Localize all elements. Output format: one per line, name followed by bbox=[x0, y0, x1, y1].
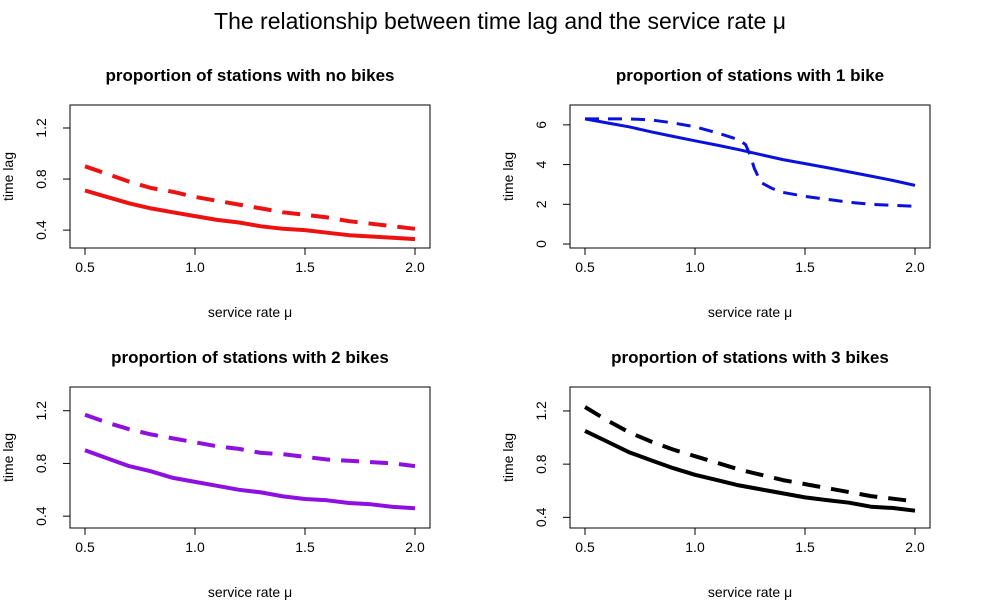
x-tick-label: 2.0 bbox=[905, 259, 925, 275]
panel-2: proportion of stations with 1 bike 0.5 1.0… bbox=[500, 66, 931, 320]
x-tick-label: 1.0 bbox=[185, 539, 205, 555]
plot-frame bbox=[69, 386, 431, 529]
x-tick-label: 1.0 bbox=[685, 539, 705, 555]
panel-title: proportion of stations with 3 bikes bbox=[611, 348, 889, 367]
x-axis-label: service rate μ bbox=[708, 584, 792, 600]
x-tick-label: 1.5 bbox=[295, 259, 315, 275]
y-tick-label: 0.8 bbox=[33, 169, 49, 189]
x-tick-label: 1.5 bbox=[795, 539, 815, 555]
y-tick-label: 6 bbox=[533, 121, 549, 129]
y-tick-label: 2 bbox=[533, 200, 549, 208]
panel-title: proportion of stations with 1 bike bbox=[616, 66, 884, 85]
x-tick-label: 1.0 bbox=[185, 259, 205, 275]
y-tick-label: 0.4 bbox=[33, 220, 49, 240]
y-tick-label: 0.8 bbox=[33, 453, 49, 473]
series-line-solid bbox=[584, 429, 916, 513]
figure-title: The relationship between time lag and th… bbox=[214, 8, 786, 34]
panel-title: proportion of stations with 2 bikes bbox=[111, 348, 389, 367]
series-line-solid bbox=[84, 188, 416, 242]
y-tick-label: 0.8 bbox=[533, 454, 549, 474]
series-line-dashed bbox=[84, 412, 416, 469]
panel-title: proportion of stations with no bikes bbox=[106, 66, 395, 85]
series-line-dashed bbox=[84, 164, 416, 231]
series-line-dashed bbox=[585, 117, 916, 208]
x-tick-label: 2.0 bbox=[905, 539, 925, 555]
panel-1: proportion of stations with no bikes 0.5 1… bbox=[0, 66, 431, 320]
y-tick-label: 0.4 bbox=[33, 506, 49, 526]
x-axis-label: service rate μ bbox=[208, 584, 292, 600]
y-tick-label: 0.4 bbox=[533, 507, 549, 527]
x-tick-label: 2.0 bbox=[405, 259, 425, 275]
y-axis-label: time lag bbox=[0, 433, 16, 482]
x-tick-label: 1.5 bbox=[295, 539, 315, 555]
series-line-solid bbox=[84, 448, 416, 511]
plot-frame bbox=[569, 386, 931, 529]
x-tick-label: 0.5 bbox=[75, 539, 95, 555]
y-tick-label: 1.2 bbox=[533, 401, 549, 421]
plot-frame bbox=[569, 104, 931, 249]
y-axis-label: time lag bbox=[500, 433, 516, 482]
x-tick-label: 1.0 bbox=[685, 259, 705, 275]
y-tick-label: 0 bbox=[533, 240, 549, 248]
series-line-dashed bbox=[583, 405, 916, 504]
y-tick-label: 4 bbox=[533, 160, 549, 168]
panel-4: proportion of stations with 3 bikes 0.5 1.… bbox=[500, 348, 931, 600]
x-axis-label: service rate μ bbox=[708, 304, 792, 320]
panel-3: proportion of stations with 2 bikes 0.5 1.… bbox=[0, 348, 431, 600]
x-tick-label: 0.5 bbox=[575, 259, 595, 275]
x-tick-label: 0.5 bbox=[575, 539, 595, 555]
y-axis-label: time lag bbox=[0, 152, 16, 201]
x-axis-label: service rate μ bbox=[208, 304, 292, 320]
x-tick-label: 1.5 bbox=[795, 259, 815, 275]
y-tick-label: 1.2 bbox=[33, 401, 49, 421]
x-tick-label: 2.0 bbox=[405, 539, 425, 555]
y-tick-label: 1.2 bbox=[33, 118, 49, 138]
x-tick-label: 0.5 bbox=[75, 259, 95, 275]
y-axis-label: time lag bbox=[500, 152, 516, 201]
plot-frame bbox=[69, 104, 431, 249]
